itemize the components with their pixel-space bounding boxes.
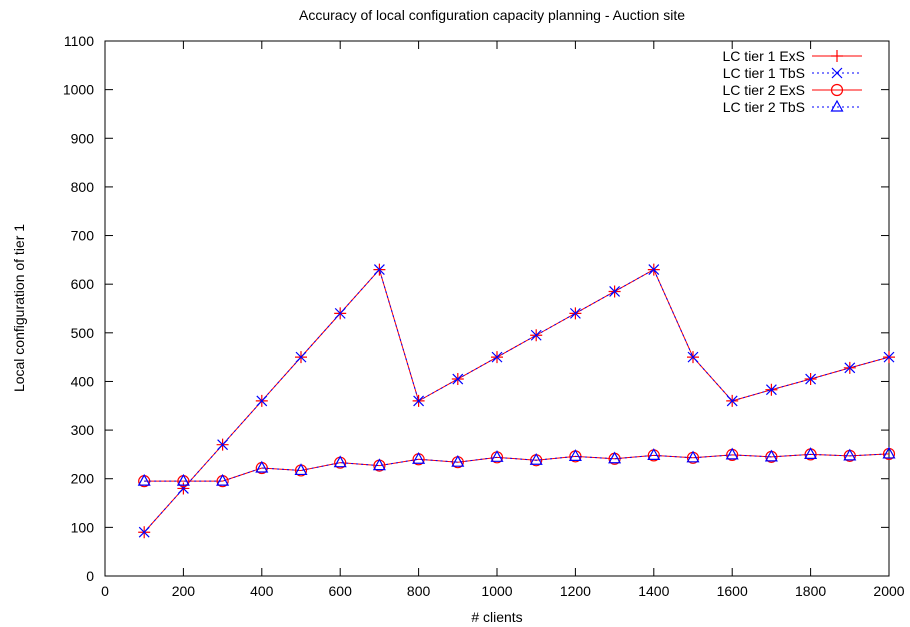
x-tick-label: 1200 [560,583,591,599]
data-point [372,458,386,471]
data-point [687,351,699,363]
data-point [412,452,426,464]
data-point [530,329,542,341]
y-tick-label: 100 [71,519,95,535]
data-point [216,473,230,486]
data-point [256,395,268,407]
y-tick-label: 1100 [64,33,94,49]
x-tick-label: 800 [407,583,431,599]
y-tick-label: 0 [86,568,94,584]
legend-marker [831,50,843,62]
data-point [491,351,503,363]
data-point [804,447,818,460]
data-point [883,351,895,363]
data-point [217,439,229,451]
x-tick-label: 600 [329,583,353,599]
legend-item: LC tier 2 ExS [723,82,862,98]
data-point [413,395,425,407]
x-tick-label: 1000 [481,583,512,599]
y-tick-label: 900 [71,130,95,146]
x-tick-label: 1800 [795,583,826,599]
chart-title: Accuracy of local configuration capacity… [299,7,685,23]
data-point [334,307,346,319]
data-point [647,448,661,460]
x-tick-label: 1600 [717,583,748,599]
data-point [608,451,622,464]
legend-label: LC tier 1 TbS [723,65,805,81]
data-point [255,460,269,473]
x-tick-label: 2000 [873,583,904,599]
x-tick-label: 1400 [638,583,669,599]
x-tick-label: 400 [250,583,274,599]
y-tick-label: 600 [71,276,95,292]
data-point [765,384,777,396]
y-tick-label: 800 [71,179,95,195]
data-point [333,455,347,468]
data-point [725,447,739,460]
data-point [686,450,700,463]
x-tick-label: 200 [172,583,196,599]
legend-label: LC tier 1 ExS [723,48,805,64]
series-line [143,268,890,533]
y-tick-label: 300 [71,422,95,438]
data-point [882,446,896,459]
y-tick-label: 500 [71,325,95,341]
data-point [844,362,856,374]
legend-label: LC tier 2 TbS [723,99,805,115]
series-3 [138,447,896,488]
data-point [138,526,150,538]
series-1 [138,263,895,539]
legend-item: LC tier 1 ExS [723,48,862,64]
x-axis-label: # clients [471,609,522,625]
legend-item: LC tier 2 TbS [723,99,862,115]
data-point [764,449,778,462]
data-point [373,264,385,276]
data-point [490,450,504,462]
y-tick-label: 400 [71,373,95,389]
legend-marker [830,83,844,97]
data-point [451,454,465,467]
y-axis-label: Local configuration of tier 1 [11,224,27,392]
y-tick-label: 700 [71,228,95,244]
data-point [137,473,151,486]
legend-item: LC tier 1 TbS [723,65,862,81]
data-point [295,351,307,363]
series-line [144,453,890,482]
plot-frame [104,40,890,577]
data-point [568,449,582,461]
series-4 [137,446,896,486]
data-point [843,448,857,461]
y-tick-label: 1000 [63,82,94,98]
data-point [648,264,660,276]
data-point [609,286,621,297]
series-2 [138,264,895,538]
data-point [805,373,817,385]
legend-marker [831,67,843,79]
series-layer [137,263,896,539]
data-point [294,463,308,476]
data-point [452,373,464,385]
legend-label: LC tier 2 ExS [723,82,805,98]
axis-ticks: 0 200 400 600 800 1000 1200 1400 1600 1800 2000 0 10… [63,33,905,599]
data-point [529,452,543,465]
legend-marker [830,99,844,112]
y-tick-label: 200 [71,471,95,487]
x-tick-label: 0 [101,583,109,599]
data-point [176,473,190,486]
data-point [726,395,738,407]
data-point [569,307,581,319]
